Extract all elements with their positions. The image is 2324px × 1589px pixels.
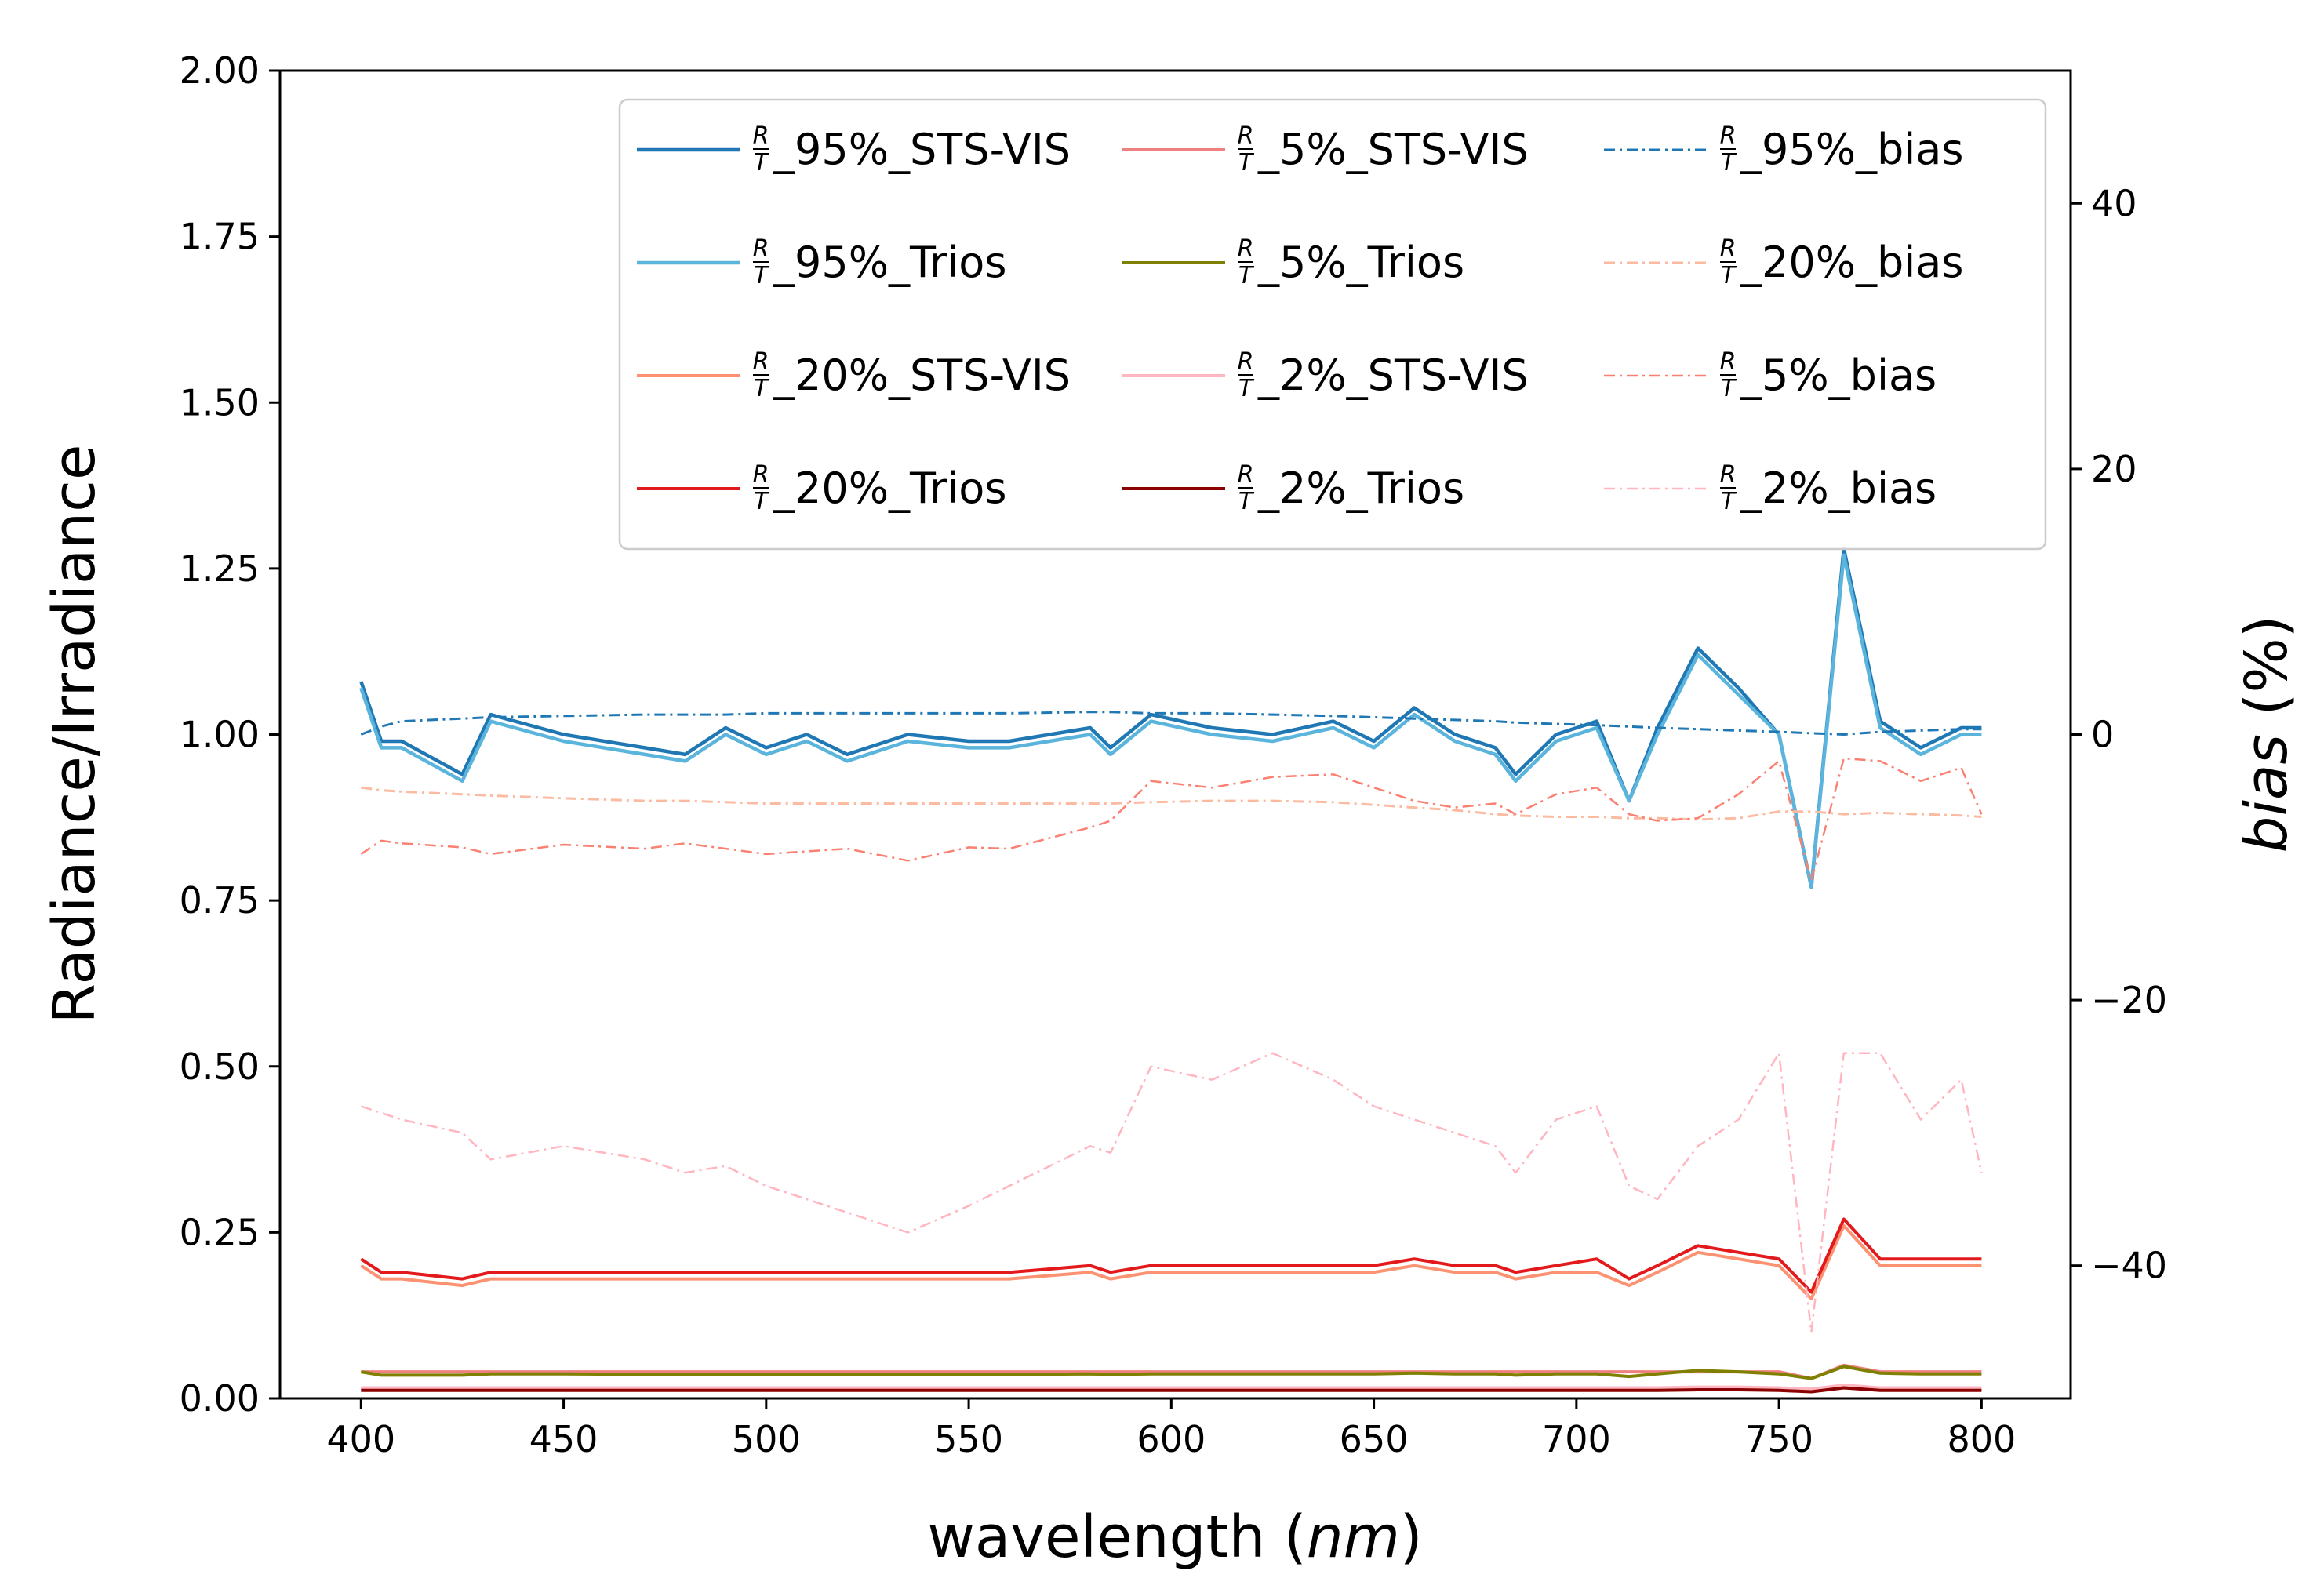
series-line-95pct-trios [359, 553, 1982, 889]
x-tick-label: 400 [326, 1418, 395, 1460]
legend-label: _20%_STS-VIS [773, 351, 1071, 400]
series-line-5pct-trios [360, 1365, 1982, 1380]
legend-label: _5%_STS-VIS [1257, 125, 1529, 174]
x-tick-label: 800 [1947, 1418, 2016, 1460]
legend-fraction-denominator: T [1238, 149, 1255, 176]
series-line-2pct-trios [361, 1386, 1982, 1394]
y-tick-label: 0.00 [180, 1377, 260, 1420]
legend-label: _95%_STS-VIS [773, 125, 1071, 174]
legend-fraction-denominator: T [754, 262, 770, 289]
y-tick-label: 1.75 [180, 216, 260, 258]
legend-fraction-denominator: T [1721, 488, 1737, 515]
x-tick-label: 750 [1744, 1418, 1813, 1460]
y2-tick-label: 20 [2091, 448, 2137, 490]
y2-tick-label: 40 [2091, 182, 2137, 224]
legend-fraction-numerator: R [753, 122, 769, 150]
legend-fraction-denominator: T [754, 375, 770, 402]
x-axis-title: wavelength (nm) [927, 1504, 1422, 1571]
x-tick-label: 700 [1542, 1418, 1611, 1460]
legend-fraction-denominator: T [1721, 375, 1737, 402]
y-tick-label: 0.25 [180, 1211, 260, 1253]
x-tick-label: 600 [1137, 1418, 1206, 1460]
legend-fraction-numerator: R [1238, 122, 1254, 150]
series-line-20pct-bias [361, 786, 1982, 821]
y-tick-label: 2.00 [180, 49, 260, 92]
x-tick-label: 500 [732, 1418, 801, 1460]
y-axis-left: 0.00 0.25 0.50 0.75 1.00 1.25 1.50 1.75 2.00 [180, 49, 280, 1420]
legend-label: _20%_Trios [773, 464, 1006, 513]
legend-fraction-numerator: R [1238, 461, 1254, 489]
y-tick-label: 0.75 [180, 879, 260, 922]
x-tick-label: 650 [1340, 1418, 1409, 1460]
legend-fraction-numerator: R [1720, 461, 1737, 489]
y-axis-title: Radiance/Irradiance [41, 445, 108, 1024]
legend-fraction-numerator: R [753, 461, 769, 489]
legend-label: _20%_bias [1740, 238, 1964, 287]
legend-fraction-numerator: R [1720, 235, 1737, 263]
legend-fraction-denominator: T [1721, 262, 1737, 289]
legend-fraction-denominator: T [1238, 375, 1255, 402]
y-axis-right: −40 −20 0 20 40 [2071, 182, 2167, 1287]
series-line-20pct-sts-vis [360, 1224, 1982, 1300]
legend-fraction-numerator: R [1720, 122, 1737, 150]
plot-lines [359, 547, 1983, 1394]
legend-fraction-numerator: R [1720, 348, 1737, 376]
legend-fraction-denominator: T [754, 488, 770, 515]
series-line-2pct-bias [360, 1052, 1983, 1333]
legend-label: _2%_bias [1740, 464, 1937, 513]
legend-label: _2%_STS-VIS [1257, 351, 1529, 400]
y2-tick-label: −20 [2091, 979, 2167, 1021]
legend-fraction-denominator: T [1721, 149, 1737, 176]
y2-tick-label: 0 [2091, 714, 2114, 756]
series-line-95pct-bias [360, 711, 1982, 736]
y-tick-label: 0.50 [180, 1045, 260, 1088]
legend: RT _95%_STS-VIS RT _5%_STS-VIS RT _95%_biasRT… [618, 98, 2047, 551]
legend-label: _5%_Trios [1257, 238, 1464, 287]
x-axis: 400 450 500 550 600 650 700 750 800 [326, 1398, 2016, 1460]
series-line-2pct-sts-vis [361, 1384, 1982, 1391]
legend-label: _2%_Trios [1257, 464, 1464, 513]
legend-label: _95%_bias [1740, 125, 1964, 174]
y2-tick-label: −40 [2091, 1245, 2167, 1287]
legend-box [618, 98, 2047, 551]
x-tick-label: 550 [934, 1418, 1003, 1460]
x-tick-label: 450 [529, 1418, 598, 1460]
legend-fraction-denominator: T [1238, 262, 1255, 289]
legend-fraction-numerator: R [1238, 235, 1254, 263]
legend-entries: RT _95%_STS-VIS RT _5%_STS-VIS RT _95%_biasRT… [637, 122, 1964, 515]
legend-fraction-numerator: R [753, 235, 769, 263]
legend-fraction-denominator: T [754, 149, 770, 176]
legend-label: _95%_Trios [773, 238, 1006, 287]
legend-fraction-numerator: R [753, 348, 769, 376]
y-tick-label: 1.00 [180, 714, 260, 756]
series-line-5pct-bias [360, 757, 1983, 882]
legend-fraction-numerator: R [1238, 348, 1254, 376]
y-tick-label: 1.50 [180, 381, 260, 424]
legend-label: _5%_bias [1740, 351, 1937, 400]
y-tick-label: 1.25 [180, 547, 260, 590]
series-line-20pct-trios [360, 1217, 1982, 1294]
legend-fraction-denominator: T [1238, 488, 1255, 515]
y2-axis-title: bias (%) [2233, 615, 2300, 853]
